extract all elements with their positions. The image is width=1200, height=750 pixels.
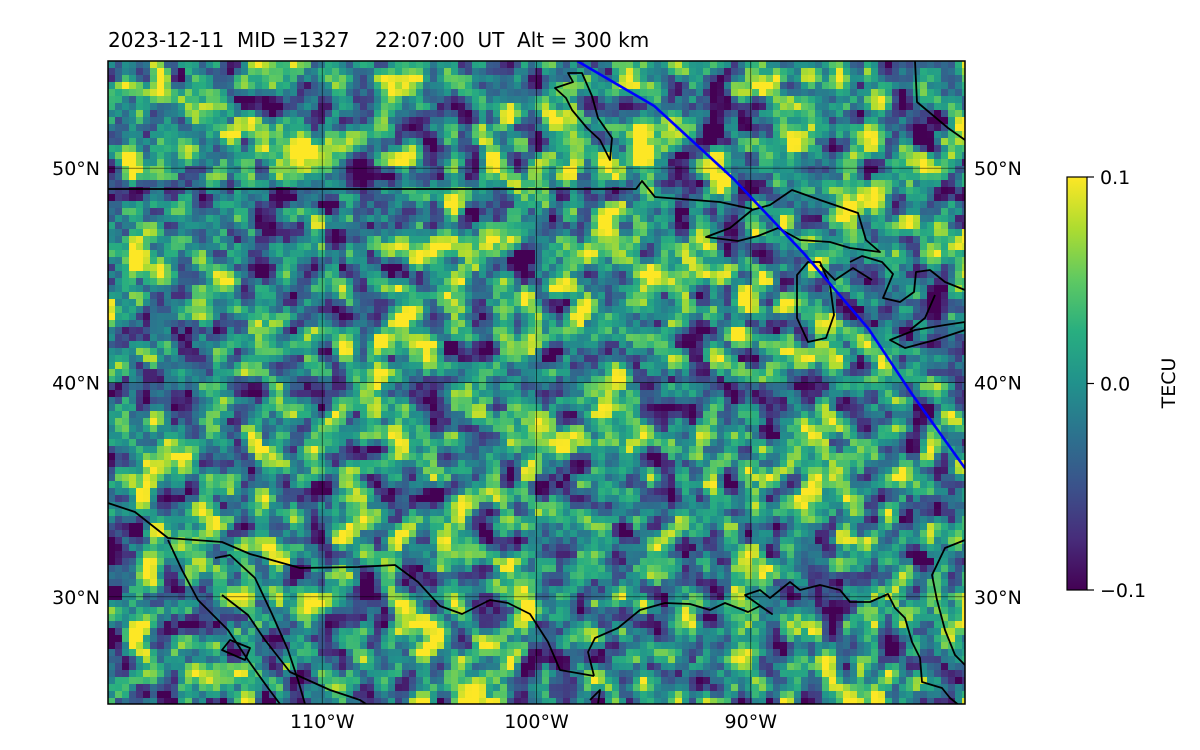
lake-erie bbox=[889, 321, 965, 349]
lon-label: 90°W bbox=[725, 711, 778, 733]
colorbar bbox=[1066, 176, 1088, 591]
baja-peninsula bbox=[167, 539, 281, 704]
us-canada-border bbox=[108, 180, 753, 210]
colorbar-tick-label: 0.0 bbox=[1100, 374, 1130, 396]
colorbar-ticks: 0.1 0.0 −0.1 bbox=[1087, 167, 1146, 602]
gulf-of-california bbox=[214, 554, 306, 704]
map-title: 2023-12-11 MID =1327 22:07:00 UT Alt = 3… bbox=[108, 28, 650, 52]
lat-label-right: 40°N bbox=[974, 373, 1022, 395]
colorbar-label: TECU bbox=[1158, 358, 1180, 410]
lake-huron bbox=[849, 255, 965, 303]
map-gridlines bbox=[108, 61, 965, 704]
lat-label-left: 40°N bbox=[52, 373, 100, 395]
longitude-labels: 110°W 100°W 90°W bbox=[290, 711, 777, 733]
latitude-labels-left: 30°N 40°N 50°N bbox=[52, 158, 100, 609]
gulf-coast bbox=[587, 581, 959, 704]
colorbar-tick-label: 0.1 bbox=[1100, 167, 1130, 189]
lat-label-right: 50°N bbox=[974, 158, 1022, 180]
florida-coast bbox=[931, 539, 965, 666]
latitude-labels-right: 30°N 40°N 50°N bbox=[974, 158, 1022, 609]
satellite-track bbox=[576, 61, 965, 469]
hudson-bay-coast bbox=[914, 61, 965, 141]
lake-winnipeg bbox=[554, 72, 613, 161]
coastlines bbox=[108, 61, 965, 704]
lat-label-left: 30°N bbox=[52, 587, 100, 609]
lon-label: 110°W bbox=[290, 711, 355, 733]
us-mexico-border bbox=[108, 502, 595, 677]
lat-label-left: 50°N bbox=[52, 158, 100, 180]
colorbar-tick-label: −0.1 bbox=[1100, 580, 1146, 602]
tec-raster bbox=[108, 61, 965, 704]
lat-label-right: 30°N bbox=[974, 587, 1022, 609]
lon-label: 100°W bbox=[504, 711, 569, 733]
map-frame bbox=[107, 60, 966, 705]
